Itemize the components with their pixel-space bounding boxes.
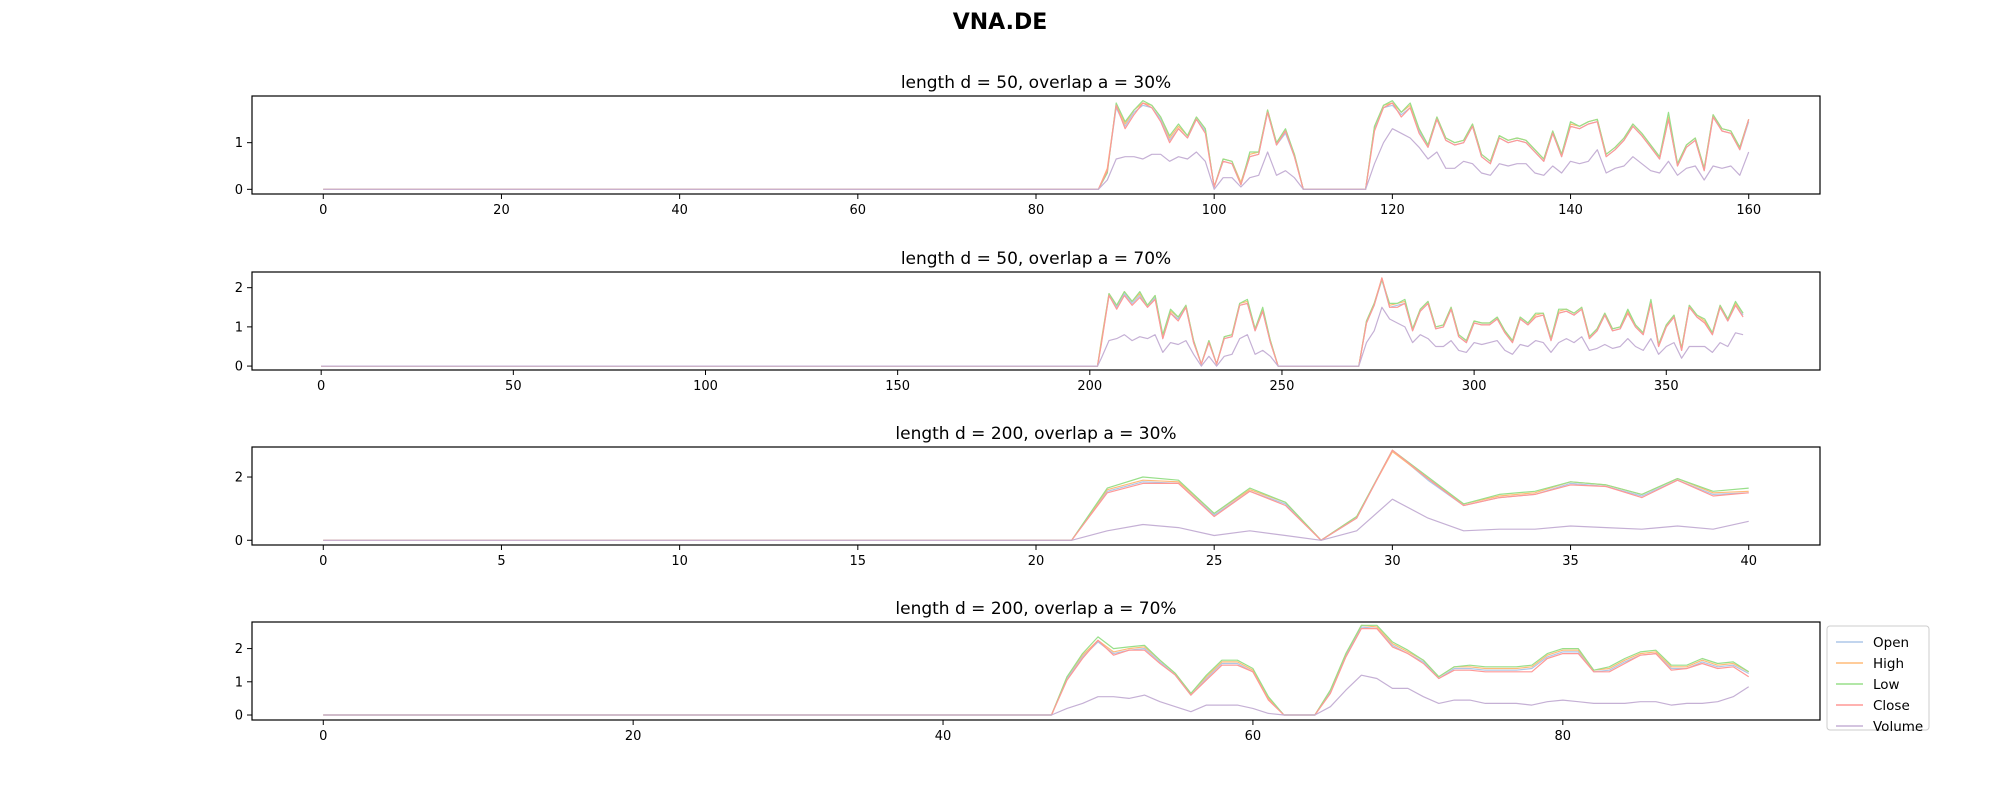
series-line-volume bbox=[321, 306, 1744, 367]
x-tick-label: 0 bbox=[319, 729, 327, 744]
x-tick-label: 0 bbox=[319, 203, 327, 218]
axes-frame bbox=[251, 621, 1821, 721]
subplot-1: length d = 50, overlap a = 30% 0 20 40 60 80 1… bbox=[235, 73, 1821, 218]
series-line-low bbox=[323, 449, 1749, 541]
x-tick-label: 250 bbox=[1270, 379, 1295, 394]
y-tick-label: 0 bbox=[235, 183, 243, 198]
y-tick-label: 1 bbox=[235, 675, 243, 690]
legend-box bbox=[1826, 625, 1930, 731]
y-tick-label: 0 bbox=[235, 360, 243, 375]
x-tick-label: 300 bbox=[1462, 379, 1487, 394]
legend-label-low: Low bbox=[1873, 677, 1900, 693]
x-tick-label: 25 bbox=[1206, 554, 1223, 569]
series-line-low bbox=[323, 100, 1750, 190]
series-line-open bbox=[323, 626, 1749, 716]
series-line-high bbox=[323, 102, 1750, 190]
series-line-high bbox=[321, 277, 1744, 367]
x-tick-label: 40 bbox=[935, 729, 952, 744]
y-tick-label: 1 bbox=[235, 136, 243, 151]
x-tick-label: 35 bbox=[1562, 554, 1579, 569]
x-tick-label: 150 bbox=[885, 379, 910, 394]
x-tick-label: 50 bbox=[505, 379, 522, 394]
series-line-close bbox=[321, 277, 1744, 367]
x-tick-label: 200 bbox=[1077, 379, 1102, 394]
series-group bbox=[323, 100, 1750, 190]
subplot-4: length d = 200, overlap a = 70%0 20 40 60 80… bbox=[235, 599, 1930, 744]
x-tick-label: 0 bbox=[317, 379, 325, 394]
subplot-title: length d = 200, overlap a = 30% bbox=[895, 424, 1176, 444]
y-tick-label: 2 bbox=[235, 281, 243, 296]
x-tick-label: 40 bbox=[1740, 554, 1757, 569]
legend: Open High Low Close Volume bbox=[1826, 625, 1930, 735]
series-line-high bbox=[323, 624, 1749, 716]
subplot-title: length d = 50, overlap a = 30% bbox=[901, 73, 1171, 93]
x-tick-label: 20 bbox=[625, 729, 642, 744]
x-tick-label: 140 bbox=[1558, 203, 1583, 218]
series-line-volume bbox=[323, 128, 1750, 190]
axes-frame bbox=[251, 446, 1821, 546]
subplot-title: length d = 200, overlap a = 70% bbox=[895, 599, 1176, 619]
series-line-low bbox=[323, 624, 1750, 716]
series-line-high bbox=[323, 451, 1749, 541]
y-tick-label: 2 bbox=[235, 471, 243, 486]
y-tick-label: 2 bbox=[235, 642, 243, 657]
x-tick-label: 0 bbox=[319, 554, 327, 569]
x-tick-label: 80 bbox=[1555, 729, 1572, 744]
x-tick-label: 30 bbox=[1384, 554, 1401, 569]
series-line-open bbox=[323, 104, 1750, 190]
series-line-close bbox=[323, 628, 1750, 716]
legend-label-close: Close bbox=[1873, 698, 1910, 714]
series-group bbox=[323, 624, 1750, 716]
series-line-close bbox=[323, 102, 1750, 190]
series-line-volume bbox=[323, 674, 1750, 716]
x-tick-label: 20 bbox=[1028, 554, 1045, 569]
series-line-volume bbox=[323, 498, 1749, 541]
x-tick-label: 80 bbox=[1028, 203, 1045, 218]
series-group bbox=[323, 449, 1749, 541]
x-tick-label: 20 bbox=[493, 203, 510, 218]
series-line-close bbox=[323, 449, 1749, 541]
subplot-3: length d = 200, overlap a = 30%0 5 10 15 20 2… bbox=[235, 424, 1821, 569]
x-tick-label: 40 bbox=[671, 203, 688, 218]
legend-label-open: Open bbox=[1873, 635, 1909, 651]
x-tick-label: 5 bbox=[497, 554, 505, 569]
axes-frame bbox=[251, 271, 1821, 371]
x-tick-label: 60 bbox=[850, 203, 867, 218]
series-line-open bbox=[323, 449, 1749, 541]
series-line-low bbox=[321, 279, 1744, 367]
figure-title: VNA.DE bbox=[952, 10, 1048, 35]
x-tick-label: 100 bbox=[1202, 203, 1227, 218]
x-tick-label: 15 bbox=[850, 554, 867, 569]
y-tick-label: 1 bbox=[235, 320, 243, 335]
x-tick-label: 100 bbox=[693, 379, 718, 394]
subplot-2: length d = 50, overlap a = 70% 0 50 100 150 2… bbox=[235, 249, 1821, 394]
y-tick-label: 0 bbox=[235, 534, 243, 549]
x-tick-label: 160 bbox=[1736, 203, 1761, 218]
x-tick-label: 10 bbox=[671, 554, 688, 569]
subplot-title: length d = 50, overlap a = 70% bbox=[901, 249, 1171, 269]
axes-frame bbox=[251, 95, 1821, 195]
x-tick-label: 60 bbox=[1245, 729, 1262, 744]
x-tick-label: 120 bbox=[1380, 203, 1405, 218]
x-tick-label: 350 bbox=[1654, 379, 1679, 394]
legend-label-high: High bbox=[1873, 656, 1904, 672]
legend-label-volume: Volume bbox=[1873, 719, 1923, 735]
y-tick-label: 0 bbox=[235, 709, 243, 724]
series-group bbox=[321, 277, 1744, 367]
